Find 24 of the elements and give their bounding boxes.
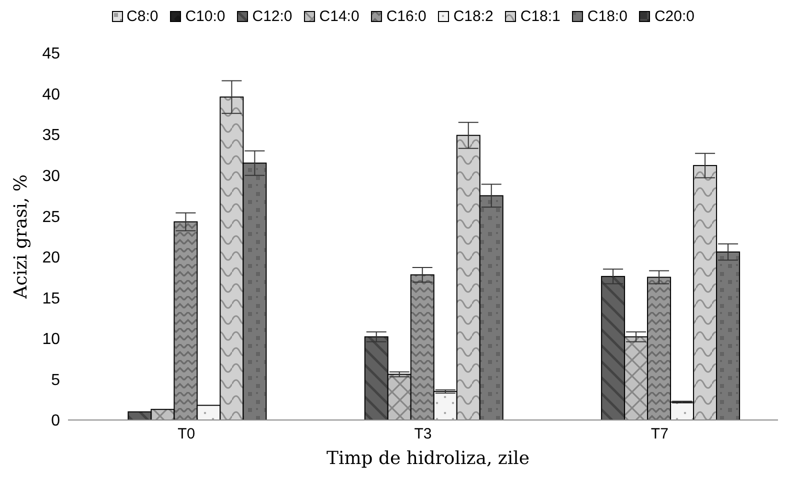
y-tick-label: 45 bbox=[42, 46, 60, 63]
y-tick-label: 15 bbox=[42, 290, 60, 308]
x-tick-label: T7 bbox=[650, 426, 668, 443]
legend-label: C12:0 bbox=[251, 8, 292, 25]
y-tick-label: 40 bbox=[42, 86, 60, 104]
legend-label: C20:0 bbox=[653, 8, 694, 25]
y-tick-label: 5 bbox=[51, 372, 60, 389]
y-tick-label: 35 bbox=[42, 127, 60, 144]
legend-label: C10:0 bbox=[184, 8, 226, 25]
y-tick-label: 30 bbox=[42, 168, 60, 186]
y-tick-label: 0 bbox=[51, 412, 60, 430]
legend-label: C16:0 bbox=[385, 8, 426, 25]
x-tick-label: T3 bbox=[414, 426, 432, 443]
legend-label: C18:2 bbox=[452, 8, 494, 25]
legend-label: C8:0 bbox=[126, 8, 158, 25]
y-tick-label: 25 bbox=[42, 208, 60, 226]
x-axis-title: Timp de hidroliza, zile bbox=[325, 448, 531, 469]
y-tick-label: 20 bbox=[42, 250, 60, 267]
legend-label: C18:0 bbox=[586, 8, 628, 25]
x-tick-label: T0 bbox=[178, 426, 196, 443]
legend-label: C18:1 bbox=[519, 8, 560, 25]
legend-label: C14:0 bbox=[318, 8, 360, 25]
y-axis-title: Acizi grasi, % bbox=[10, 174, 32, 300]
y-tick-label: 10 bbox=[42, 331, 60, 348]
